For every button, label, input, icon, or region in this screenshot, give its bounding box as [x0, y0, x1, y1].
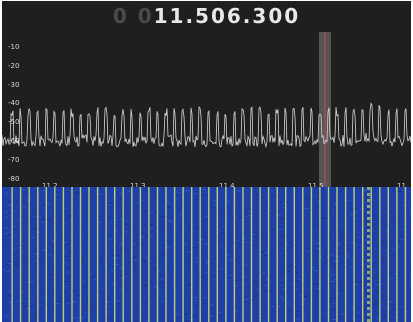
- x-axis-labels: 11.2 11.3 11.4 11.5 11.: [2, 176, 411, 190]
- y-tick-label: -30: [8, 81, 19, 89]
- waterfall-display[interactable]: [2, 187, 411, 322]
- x-tick-label: 11.: [397, 182, 408, 190]
- frequency-value: 11.506.300: [153, 4, 301, 28]
- y-tick-label: -40: [8, 99, 19, 107]
- x-tick-label: 11.5: [308, 182, 324, 190]
- y-tick-label: -10: [8, 43, 19, 51]
- x-tick-label: 11.4: [219, 182, 235, 190]
- y-axis-labels: -10 -20 -30 -40 -50 -60 -70 -80: [8, 43, 19, 183]
- x-tick-label: 11.3: [130, 182, 146, 190]
- y-tick-label: -80: [8, 175, 19, 183]
- x-tick-label: 11.2: [42, 182, 58, 190]
- frequency-display[interactable]: 0 011.506.300: [2, 4, 411, 28]
- spectrum-panel[interactable]: -10 -20 -30 -40 -50 -60 -70 -80: [2, 29, 411, 187]
- spectrum-trace: [2, 102, 411, 149]
- y-tick-label: -70: [8, 156, 19, 164]
- frequency-leading-zeros: 0 0: [112, 4, 154, 28]
- y-tick-label: -20: [8, 62, 19, 70]
